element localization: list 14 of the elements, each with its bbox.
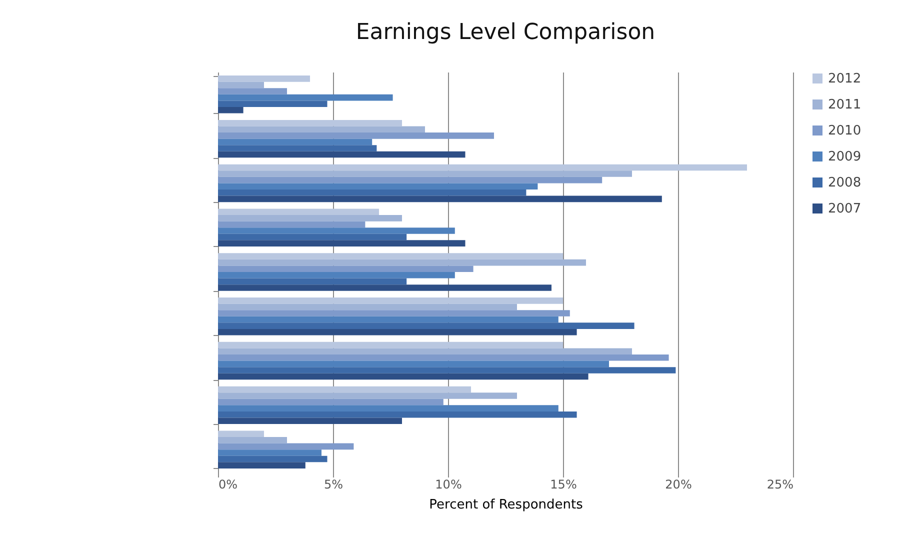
legend-label: 2010 [828, 124, 862, 138]
x-tick-label: 0% [218, 478, 238, 492]
legend-label: 2009 [828, 150, 862, 164]
chart-title: Earnings Level Comparison [356, 20, 656, 45]
legend-label: 2012 [828, 72, 862, 86]
x-tick-label: 15% [550, 478, 577, 492]
x-axis-title: Percent of Respondents [429, 498, 584, 512]
legend-label: 2008 [828, 176, 862, 190]
x-tick-label: 25% [766, 478, 794, 492]
legend-label: 2007 [828, 202, 862, 216]
x-tick-label: 10% [435, 478, 462, 492]
x-tick-label: 5% [324, 478, 344, 492]
legend-label: 2011 [828, 98, 862, 112]
x-tick-label: 20% [665, 478, 692, 492]
